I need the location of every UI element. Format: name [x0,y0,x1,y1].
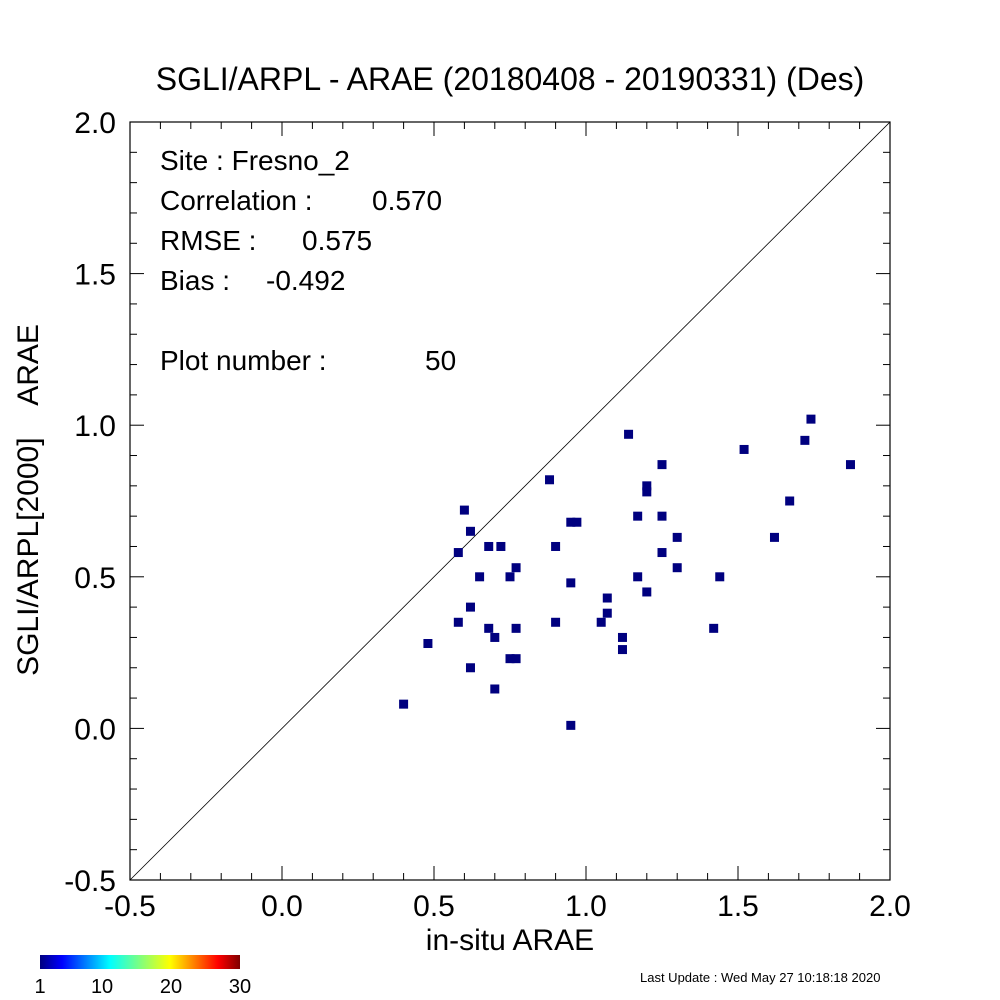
data-point [785,496,795,506]
data-point [459,505,469,515]
data-points [399,414,855,730]
colorbar-tick-label: 20 [160,976,182,998]
y-tick-label: 0.0 [74,713,116,746]
colorbar-tick-label: 30 [229,976,251,998]
y-tick-label: 1.5 [74,259,116,292]
stats-annotation: Site : Fresno_2 Correlation : 0.570 RMSE : 0… [160,145,456,376]
y-tick-label: -0.5 [64,865,116,898]
data-point [551,617,561,627]
data-point [602,608,612,618]
data-point [642,487,652,497]
data-point [845,460,855,470]
stat-label: Bias : [160,265,230,296]
stat-value: -0.492 [266,265,345,296]
data-point [715,572,725,582]
data-point [505,572,515,582]
data-point [453,548,463,558]
stat-label: RMSE : [160,225,256,256]
data-point [484,623,494,633]
plot-area: -0.5 0.0 0.5 1.0 1.5 2.0 -0.5 0.0 0.5 1.0 1.5 2.0 [64,107,911,923]
data-point [642,587,652,597]
data-point [642,481,652,491]
data-point [566,517,576,527]
data-point [465,602,475,612]
stat-value: 0.570 [372,185,442,216]
data-point [657,548,667,558]
data-point [505,654,515,664]
data-point [800,435,810,445]
data-point [484,541,494,551]
data-point [672,532,682,542]
data-point [657,511,667,521]
x-tick-label: 0.5 [413,890,455,923]
stat-label: Site : Fresno_2 [160,145,350,176]
x-tick-label: 1.0 [565,890,607,923]
y-tick-label: 0.5 [74,562,116,595]
x-tick-label: 2.0 [869,890,911,923]
colorbar-tick-label: 10 [91,976,113,998]
data-point [602,593,612,603]
data-point [566,720,576,730]
colorbar: 1 10 20 30 [34,955,251,998]
data-point [551,541,561,551]
data-point [465,663,475,673]
data-point [617,632,627,642]
y-tick-label: 1.0 [74,410,116,443]
data-point [806,414,816,424]
data-point [545,475,555,485]
data-point [566,578,576,588]
stat-value: 50 [425,345,456,376]
data-point [617,645,627,655]
data-point [399,699,409,709]
stat-label: Correlation : [160,185,313,216]
x-tick-label: 1.5 [717,890,759,923]
data-point [490,632,500,642]
data-point [769,532,779,542]
data-point [709,623,719,633]
last-update-text: Last Update : Wed May 27 10:18:18 2020 [640,970,881,985]
data-point [739,444,749,454]
data-point [475,572,485,582]
data-point [657,460,667,470]
data-point [465,526,475,536]
data-point [633,511,643,521]
colorbar-gradient [40,955,240,969]
data-point [453,617,463,627]
data-point [490,684,500,694]
data-point [511,654,521,664]
y-axis-label: SGLI/ARPL[2000] ARAE [12,324,45,676]
x-axis-label: in-situ ARAE [426,924,594,957]
stat-label: Plot number : [160,345,327,376]
data-point [672,563,682,573]
data-point [423,639,433,649]
x-tick-label: 0.0 [261,890,303,923]
data-point [572,517,582,527]
plot-frame [129,121,891,881]
stat-value: 0.575 [302,225,372,256]
data-point [624,429,634,439]
x-tick-label: -0.5 [104,890,156,923]
data-point [511,563,521,573]
one-to-one-line [129,121,891,881]
colorbar-tick-label: 1 [34,976,45,998]
chart-title: SGLI/ARPL - ARAE (20180408 - 20190331) (… [156,61,865,97]
data-point [511,623,521,633]
data-point [496,541,506,551]
data-point [596,617,606,627]
y-tick-label: 2.0 [74,107,116,140]
data-point [633,572,643,582]
